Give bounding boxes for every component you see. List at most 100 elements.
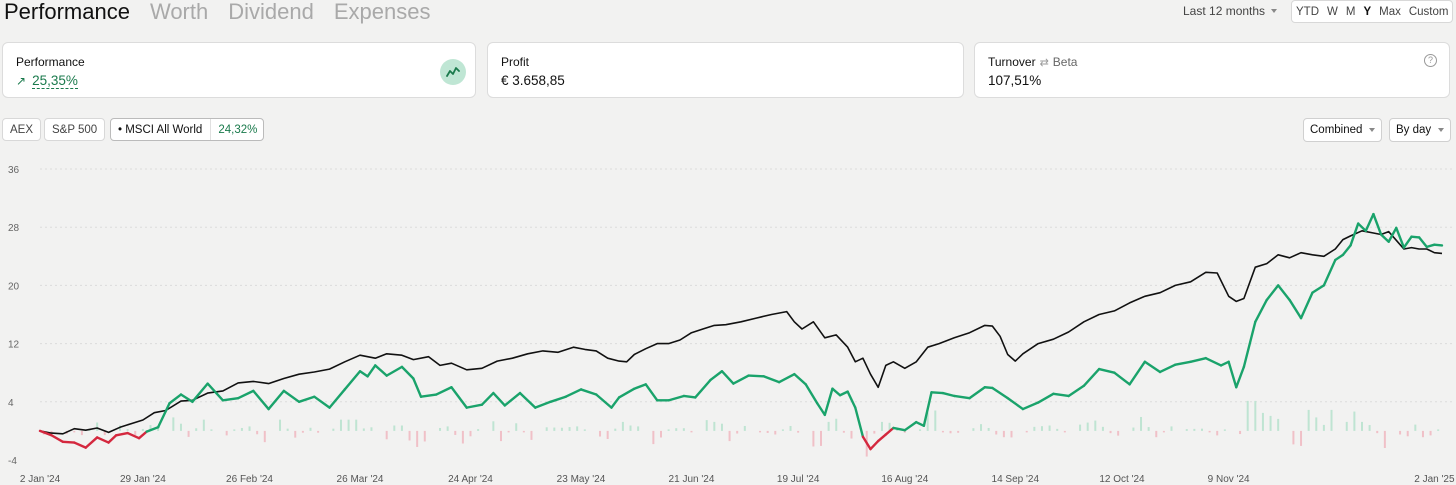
series-segment-performance bbox=[1021, 401, 1040, 411]
benchmark-msci[interactable]: • MSCI All World 24,32% bbox=[110, 118, 265, 141]
range-select[interactable]: Last 12 months bbox=[1183, 4, 1278, 18]
change-bar bbox=[256, 430, 259, 435]
y-tick-label: 12 bbox=[8, 340, 20, 351]
x-tick-label: 12 Oct '24 bbox=[1099, 474, 1145, 485]
change-bar bbox=[568, 427, 571, 431]
benchmark-msci-label: • MSCI All World bbox=[118, 123, 203, 136]
chevron-down-icon bbox=[1271, 9, 1278, 13]
series-segment-performance bbox=[617, 387, 636, 399]
change-bar bbox=[1094, 420, 1097, 431]
series-segment-performance bbox=[1349, 222, 1360, 247]
tab-worth[interactable]: Worth bbox=[149, 0, 209, 24]
change-bar bbox=[1437, 429, 1440, 431]
change-bar bbox=[774, 430, 777, 435]
change-bar bbox=[675, 428, 678, 431]
mode-dropdown[interactable]: Combined bbox=[1303, 118, 1383, 142]
tab-expenses[interactable]: Expenses bbox=[333, 0, 431, 24]
series-segment-performance bbox=[1174, 360, 1192, 366]
series-segment-performance bbox=[221, 396, 240, 402]
series-segment-performance bbox=[282, 389, 301, 404]
series-segment-performance bbox=[682, 394, 697, 399]
series-segment-performance bbox=[179, 393, 194, 404]
change-bar bbox=[1010, 430, 1013, 438]
change-bar bbox=[957, 430, 960, 433]
change-bar bbox=[949, 430, 952, 434]
series-segment-performance bbox=[313, 395, 331, 409]
series-segment-performance bbox=[823, 387, 834, 417]
y-tick-label: 20 bbox=[8, 281, 20, 292]
change-bar bbox=[690, 430, 693, 433]
series-segment-performance bbox=[633, 383, 647, 390]
series-segment-performance bbox=[366, 364, 377, 378]
change-bar bbox=[210, 429, 213, 431]
period-max[interactable]: Max bbox=[1379, 5, 1401, 18]
series-segment-performance bbox=[1227, 360, 1238, 389]
series-segment-performance bbox=[145, 426, 160, 433]
series-segment-performance bbox=[206, 382, 225, 402]
change-bar bbox=[659, 430, 662, 438]
change-bar bbox=[248, 426, 251, 431]
change-bar bbox=[1056, 428, 1059, 431]
swap-icon[interactable]: ⇄ bbox=[1039, 57, 1049, 69]
change-bar bbox=[941, 430, 944, 433]
tab-dividend[interactable]: Dividend bbox=[228, 0, 314, 24]
series-segment-performance bbox=[991, 386, 1009, 400]
series-segment-performance bbox=[1322, 258, 1337, 287]
change-bar bbox=[355, 419, 358, 431]
series-segment-performance bbox=[1372, 212, 1383, 236]
series-segment-performance bbox=[297, 395, 316, 404]
series-segment-performance bbox=[412, 377, 423, 398]
change-bar bbox=[1155, 430, 1158, 438]
series-segment-performance bbox=[137, 430, 148, 440]
change-bar bbox=[1193, 428, 1196, 431]
change-bar bbox=[240, 427, 243, 431]
performance-percent[interactable]: 25,35% bbox=[32, 73, 78, 89]
series-segment-performance bbox=[953, 394, 971, 400]
profit-card: Profit € 3.658,85 bbox=[487, 42, 964, 98]
change-bar bbox=[987, 427, 990, 431]
series-segment-performance bbox=[694, 378, 712, 399]
change-bar bbox=[1223, 429, 1226, 431]
granularity-dropdown[interactable]: By day bbox=[1389, 118, 1452, 142]
series-segment-performance bbox=[549, 395, 567, 404]
series-segment-performance bbox=[1143, 360, 1162, 374]
change-bar bbox=[80, 430, 83, 436]
change-bar bbox=[614, 428, 617, 431]
period-ytd[interactable]: YTD bbox=[1296, 5, 1319, 18]
series-segment-performance bbox=[1242, 320, 1257, 369]
beta-toggle[interactable]: Beta bbox=[1052, 55, 1078, 69]
change-bar bbox=[126, 429, 129, 431]
change-bar bbox=[96, 422, 99, 431]
period-m[interactable]: M bbox=[1345, 5, 1356, 18]
turnover-value: 107,51% bbox=[988, 73, 1042, 88]
benchmark-sp500[interactable]: S&P 500 bbox=[44, 118, 106, 141]
change-bar bbox=[1140, 416, 1143, 431]
help-icon[interactable]: ? bbox=[1424, 54, 1437, 67]
benchmark-aex[interactable]: AEX bbox=[2, 118, 42, 141]
change-bar bbox=[1414, 424, 1417, 431]
series-segment-performance bbox=[1395, 226, 1406, 249]
tab-performance[interactable]: Performance bbox=[4, 0, 130, 24]
change-bar bbox=[1162, 430, 1165, 433]
series-segment-performance bbox=[930, 391, 945, 395]
change-bar bbox=[1040, 426, 1043, 431]
performance-chart[interactable]: 36 28 20 12 4 -42 Jan '24 29 Jan '24 26 Feb '24… bbox=[0, 155, 1456, 485]
change-bar bbox=[317, 430, 320, 433]
period-w[interactable]: W bbox=[1327, 5, 1338, 18]
chevron-down-icon bbox=[1369, 128, 1376, 132]
change-bar bbox=[416, 430, 419, 447]
change-bar bbox=[903, 430, 906, 433]
change-bar bbox=[1079, 424, 1082, 431]
trend-chart-icon[interactable] bbox=[440, 59, 466, 85]
change-bar bbox=[827, 421, 830, 431]
series-segment-performance bbox=[762, 375, 781, 384]
change-bar bbox=[1002, 430, 1005, 438]
change-bar bbox=[1025, 430, 1028, 433]
change-bar bbox=[461, 430, 464, 444]
series-segment-performance bbox=[1254, 298, 1268, 323]
period-custom[interactable]: Custom bbox=[1408, 5, 1449, 18]
series-segment-performance bbox=[1036, 392, 1055, 404]
change-bar bbox=[507, 430, 510, 433]
period-y[interactable]: Y bbox=[1363, 5, 1372, 18]
series-segment-performance bbox=[720, 370, 735, 385]
